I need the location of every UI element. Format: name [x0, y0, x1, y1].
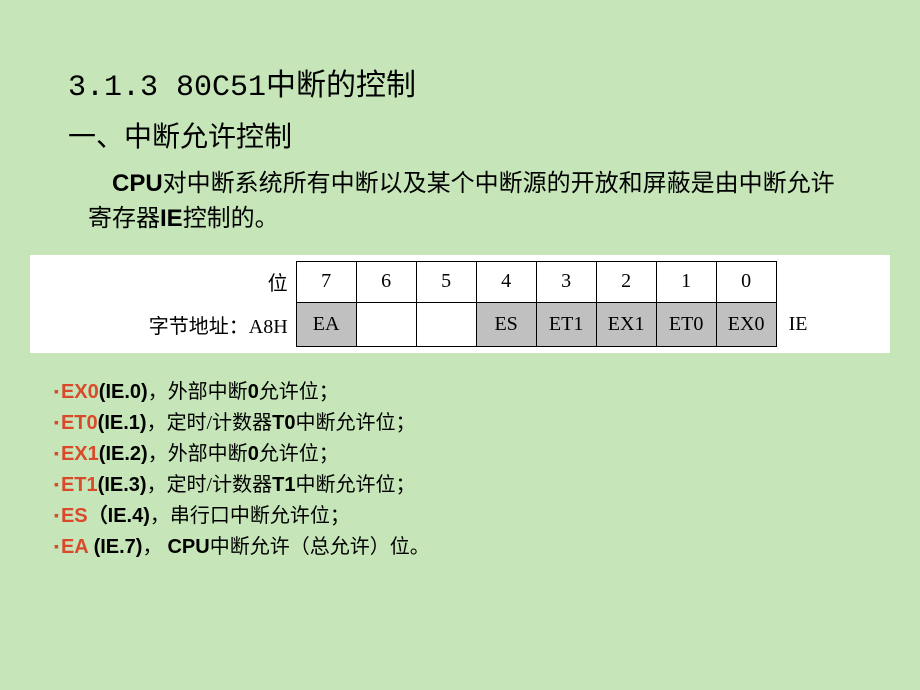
- ie-register-table-container: 位 7 6 5 4 3 2 1 0 字节地址：A8H EA ES ET1 EX1…: [30, 255, 890, 353]
- bit-description-item: ▪EA (IE.7)， CPU中断允许（总允许）位。: [54, 532, 872, 563]
- bit-header: 0: [716, 261, 776, 302]
- bit-desc: 定时/计数器: [167, 474, 273, 496]
- bit-cell: [416, 302, 476, 346]
- bit-description-item: ▪ET0(IE.1)，定时/计数器T0中断允许位；: [54, 408, 872, 439]
- bit-sep: ，: [148, 381, 168, 403]
- bit-cell: ET1: [536, 302, 596, 346]
- bit-tail: 中断允许位；: [295, 474, 415, 496]
- bit-name: EX1: [61, 443, 99, 465]
- bit-desc: 外部中断: [168, 381, 248, 403]
- bit-desc: 定时/计数器: [167, 412, 273, 434]
- bullet-icon: ▪: [54, 382, 59, 404]
- bit-cell: [356, 302, 416, 346]
- bullet-icon: ▪: [54, 444, 59, 466]
- bit-name: EX0: [61, 381, 99, 403]
- bit-description-item: ▪EX0(IE.0)，外部中断0允许位；: [54, 377, 872, 408]
- bit-position: (IE.7): [88, 536, 142, 558]
- ie-register-table: 位 7 6 5 4 3 2 1 0 字节地址：A8H EA ES ET1 EX1…: [40, 261, 880, 347]
- bit-name: ES: [61, 505, 88, 527]
- bit-header: 7: [296, 261, 356, 302]
- bit-description-item: ▪ES（IE.4)，串行口中断允许位；: [54, 501, 872, 532]
- bit-cell: ES: [476, 302, 536, 346]
- section-title: 3.1.3 80C51中断的控制: [48, 60, 872, 105]
- bit-bold: T0: [272, 412, 295, 434]
- header-empty: [776, 261, 880, 302]
- bit-bold: 0: [248, 381, 259, 403]
- bit-cell: EA: [296, 302, 356, 346]
- bit-desc: 串行口中断允许位；: [170, 505, 350, 527]
- bullet-icon: ▪: [54, 506, 59, 528]
- bit-position: （IE.4): [88, 505, 150, 527]
- bit-position: (IE.1): [98, 412, 147, 434]
- bullet-icon: ▪: [54, 413, 59, 435]
- bit-tail: 允许位；: [259, 381, 339, 403]
- bit-position: (IE.3): [98, 474, 147, 496]
- bit-tail: 中断允许（总允许）位。: [210, 536, 430, 558]
- bit-name: ET0: [61, 412, 98, 434]
- section-subtitle: 一、中断允许控制: [48, 115, 872, 155]
- bit-sep: ，: [148, 443, 168, 465]
- bit-sep: ，: [147, 474, 167, 496]
- table-data-row: 字节地址：A8H EA ES ET1 EX1 ET0 EX0 IE: [40, 302, 880, 346]
- bit-header: 6: [356, 261, 416, 302]
- bit-cell: EX0: [716, 302, 776, 346]
- bit-bold: CPU: [167, 536, 209, 558]
- bit-position: (IE.0): [99, 381, 148, 403]
- body-suffix: 控制的。: [183, 206, 279, 232]
- register-name: IE: [776, 302, 880, 346]
- bit-desc: 外部中断: [168, 443, 248, 465]
- bullet-icon: ▪: [54, 475, 59, 497]
- body-ie: IE: [160, 205, 183, 232]
- bit-name: EA: [61, 536, 88, 558]
- bit-header: 2: [596, 261, 656, 302]
- header-label: 位: [40, 261, 296, 302]
- bit-descriptions-list: ▪EX0(IE.0)，外部中断0允许位； ▪ET0(IE.1)，定时/计数器T0…: [48, 377, 872, 563]
- bit-bold: 0: [248, 443, 259, 465]
- bit-description-item: ▪EX1(IE.2)，外部中断0允许位；: [54, 439, 872, 470]
- bit-cell: ET0: [656, 302, 716, 346]
- bit-header: 3: [536, 261, 596, 302]
- bit-name: ET1: [61, 474, 98, 496]
- bit-bold: T1: [272, 474, 295, 496]
- bit-cell: EX1: [596, 302, 656, 346]
- body-paragraph: CPU对中断系统所有中断以及某个中断源的开放和屏蔽是由中断允许寄存器IE控制的。: [48, 167, 872, 237]
- bit-sep: ，: [147, 412, 167, 434]
- bit-tail: 中断允许位；: [295, 412, 415, 434]
- bit-header: 1: [656, 261, 716, 302]
- bit-header: 4: [476, 261, 536, 302]
- bit-sep: ，: [142, 536, 162, 558]
- table-header-row: 位 7 6 5 4 3 2 1 0: [40, 261, 880, 302]
- bit-position: (IE.2): [99, 443, 148, 465]
- body-cpu: CPU: [112, 170, 163, 197]
- row-label: 字节地址：A8H: [40, 302, 296, 346]
- bit-tail: 允许位；: [259, 443, 339, 465]
- bit-header: 5: [416, 261, 476, 302]
- bullet-icon: ▪: [54, 537, 59, 559]
- bit-description-item: ▪ET1(IE.3)，定时/计数器T1中断允许位；: [54, 470, 872, 501]
- bit-sep: ，: [150, 505, 170, 527]
